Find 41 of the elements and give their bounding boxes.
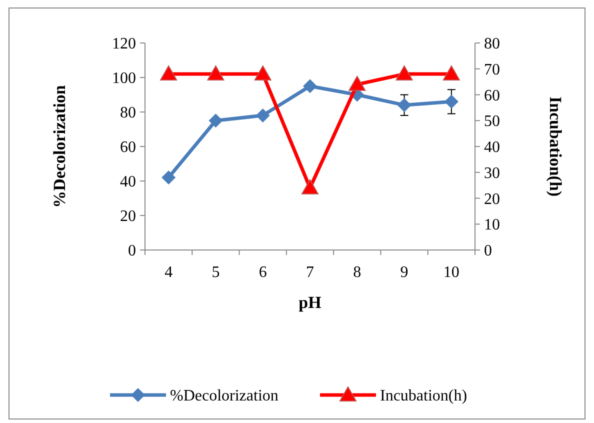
y2-axis-title: Incubation(h) (546, 96, 565, 197)
y-tick-label: 20 (120, 208, 136, 226)
y-tick-label: 120 (112, 36, 136, 53)
y2-tick-label: 20 (484, 190, 500, 208)
x-tick-label: 7 (306, 264, 314, 281)
x-tick-label: 5 (212, 264, 220, 281)
x-axis-title: pH (298, 293, 322, 312)
point (302, 179, 318, 194)
y-tick-label: 60 (120, 139, 136, 156)
point (207, 66, 224, 81)
x-tick-label: 10 (443, 264, 460, 281)
y-axis-title: %Decolorization (50, 84, 69, 208)
y-tick-label: 0 (128, 242, 136, 260)
point (162, 170, 176, 185)
x-tick-label: 8 (353, 264, 362, 281)
x-tick-label: 9 (400, 264, 408, 281)
point (160, 66, 178, 81)
point (397, 98, 412, 112)
point (444, 94, 458, 109)
y2-tick-label: 70 (484, 61, 500, 78)
x-tick-label: 6 (258, 264, 267, 281)
y-tick-label: 40 (120, 174, 136, 191)
y2-tick-label: 10 (484, 216, 500, 234)
point (254, 66, 272, 81)
point (348, 76, 366, 91)
point (208, 114, 223, 128)
y2-tick-label: 50 (484, 113, 500, 130)
legend-label: Incubation(h) (380, 388, 468, 405)
x-tick-label: 4 (164, 264, 173, 281)
y-tick-label: 80 (120, 104, 136, 122)
y2-tick-label: 80 (484, 36, 500, 53)
y-tick-label: 100 (112, 70, 136, 88)
point (303, 79, 317, 94)
legend-label: %Decolorization (170, 388, 278, 405)
y2-tick-label: 30 (484, 164, 500, 182)
point (396, 66, 413, 81)
y2-tick-label: 0 (484, 242, 492, 260)
y2-tick-label: 40 (484, 139, 500, 156)
point (442, 66, 460, 81)
y2-tick-label: 60 (484, 87, 500, 104)
point (256, 108, 270, 122)
